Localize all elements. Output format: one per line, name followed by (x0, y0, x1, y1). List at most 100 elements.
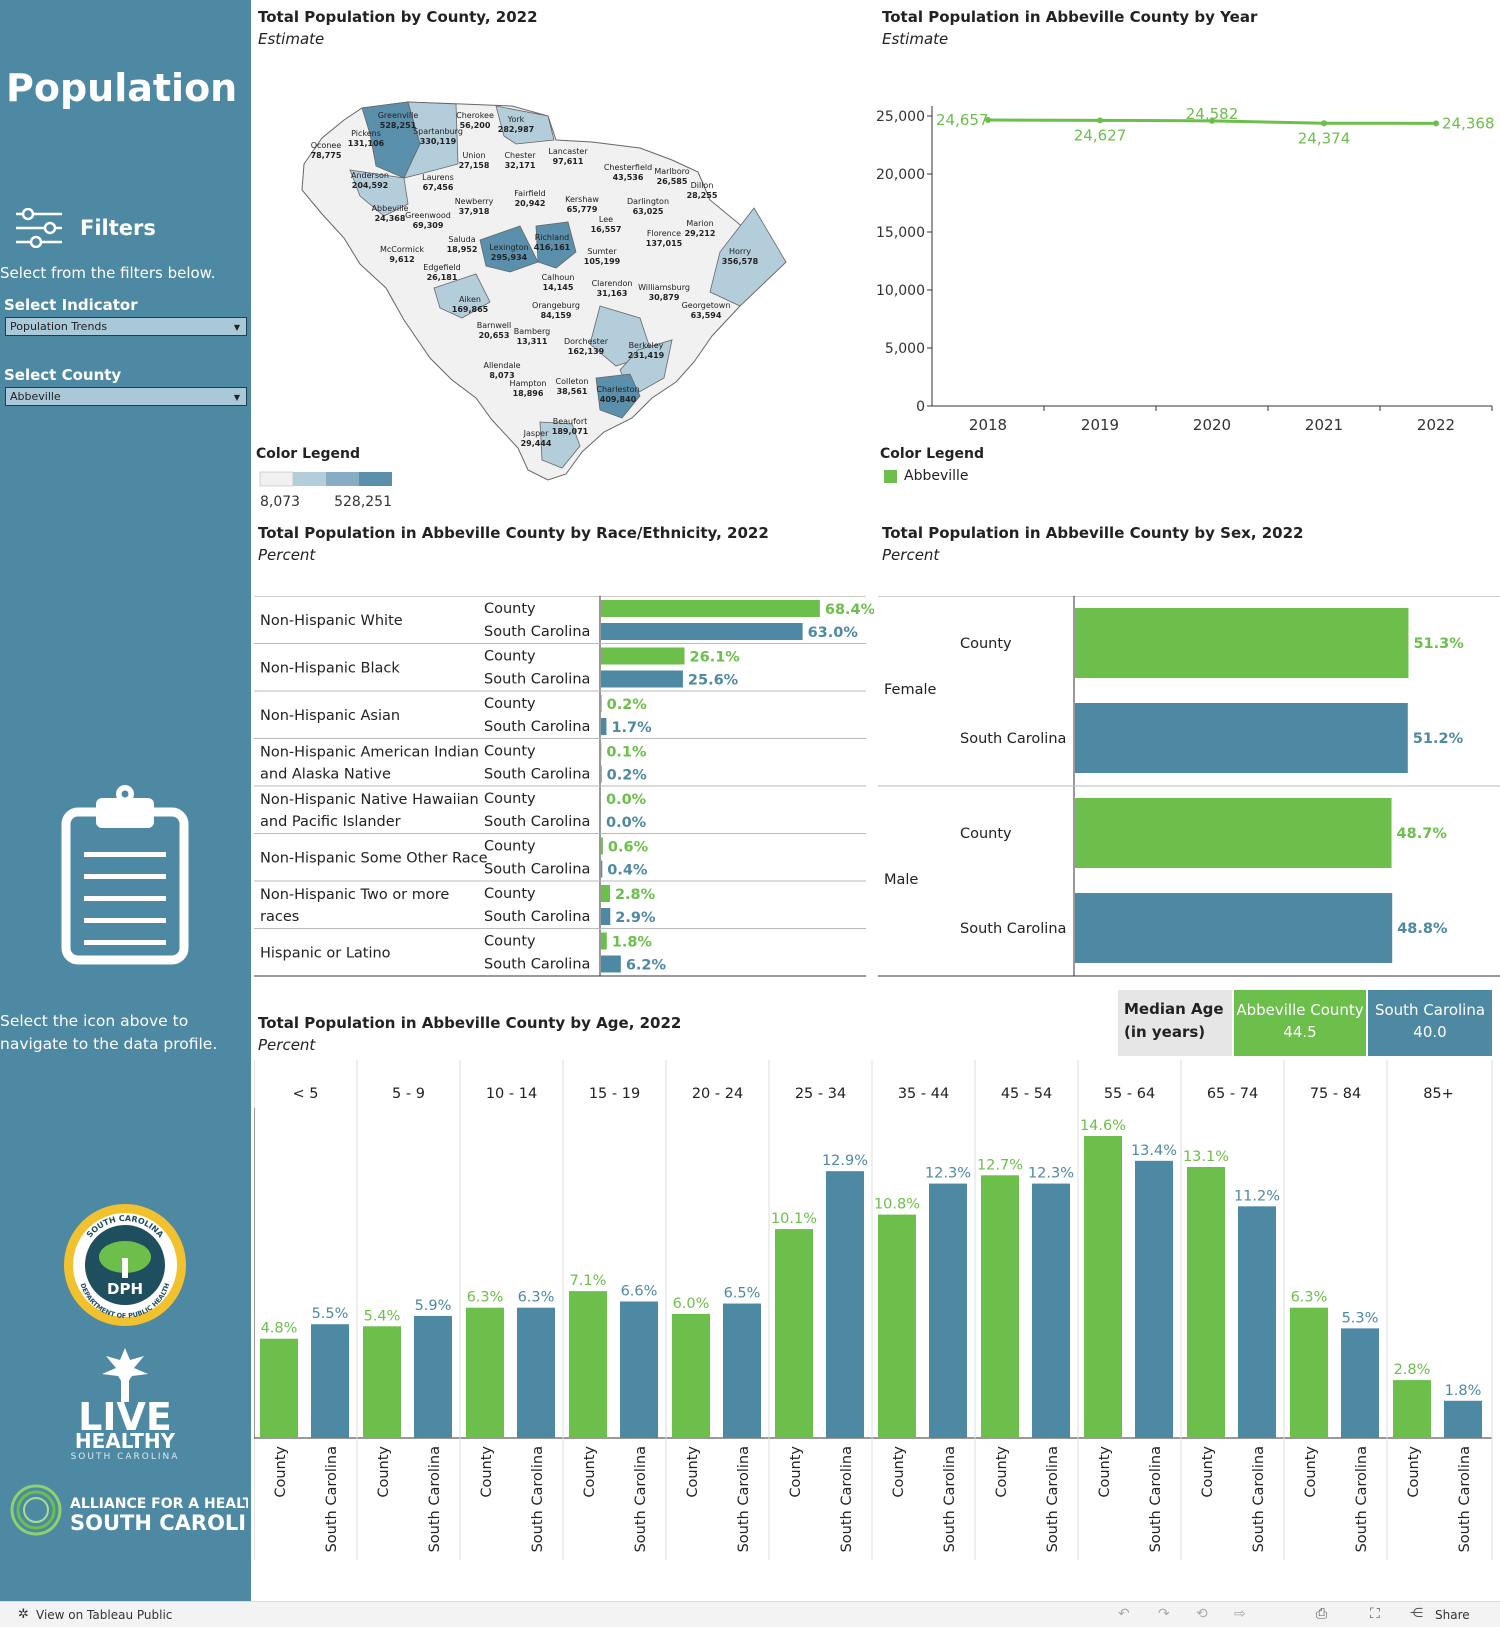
age-group-label: < 5 (293, 1086, 319, 1102)
age-group-label: 55 - 64 (1104, 1086, 1155, 1102)
bar[interactable] (672, 1313, 710, 1438)
bar[interactable] (601, 860, 603, 878)
county-value-label: 63,594 (691, 311, 722, 320)
bar-value-label: 10.8% (874, 1197, 920, 1213)
svg-text:DPH: DPH (107, 1280, 143, 1298)
bar[interactable] (1238, 1206, 1276, 1438)
bar[interactable] (311, 1324, 349, 1438)
series-row-label: County (484, 601, 536, 617)
share-button[interactable]: Share (1435, 1608, 1470, 1622)
bar[interactable] (601, 837, 603, 855)
bar[interactable] (363, 1326, 401, 1438)
bar[interactable] (1290, 1307, 1328, 1438)
undo-icon[interactable]: ↶ (1118, 1606, 1130, 1622)
download-icon[interactable]: ⎙ (1316, 1606, 1328, 1622)
county-name-label: Abbeville (372, 204, 409, 213)
county-name-label: Beaufort (553, 417, 588, 426)
series-axis-label: South Carolina (1457, 1446, 1473, 1552)
bar[interactable] (601, 932, 607, 950)
bar[interactable] (414, 1315, 452, 1438)
bar[interactable] (1075, 798, 1392, 868)
clipboard-icon[interactable] (60, 784, 190, 966)
bar-value-label: 51.2% (1413, 731, 1464, 747)
bar[interactable] (466, 1307, 504, 1438)
county-name-label: Barnwell (477, 321, 512, 330)
bar[interactable] (1084, 1136, 1122, 1438)
county-value-label: 78,775 (311, 151, 342, 160)
bar[interactable] (1341, 1328, 1379, 1438)
bar[interactable] (1075, 893, 1393, 963)
dashboard-title: Population (6, 66, 238, 110)
svg-text:SOUTH CAROLINA: SOUTH CAROLINA (71, 1452, 180, 1460)
pause-icon[interactable]: ⇨ (1234, 1606, 1246, 1622)
bar[interactable] (981, 1175, 1019, 1438)
category-label: Non-Hispanic Asian (260, 708, 400, 724)
bar[interactable] (1075, 608, 1409, 678)
series-axis-label: South Carolina (1354, 1446, 1370, 1552)
series-row-label: South Carolina (484, 862, 590, 878)
bar[interactable] (517, 1307, 555, 1438)
data-label: 24,368 (1442, 114, 1495, 132)
series-axis-label: County (1303, 1446, 1319, 1498)
bar[interactable] (1032, 1183, 1070, 1438)
bar[interactable] (1187, 1167, 1225, 1438)
series-axis-label: South Carolina (324, 1446, 340, 1552)
data-point[interactable] (1209, 117, 1215, 124)
indicator-select[interactable]: Population Trends ▼ (5, 317, 247, 336)
bar-value-label: 0.2% (607, 697, 648, 713)
bar[interactable] (1444, 1400, 1482, 1438)
series-axis-label: South Carolina (427, 1446, 443, 1552)
county-select[interactable]: Abbeville ▼ (5, 387, 247, 406)
series-row-label: South Carolina (484, 767, 590, 783)
county-name-label: Fairfield (514, 189, 546, 198)
bar-value-label: 2.8% (615, 887, 656, 903)
bar[interactable] (620, 1301, 658, 1438)
bar[interactable] (723, 1303, 761, 1438)
county-value-label: 105,199 (584, 257, 621, 266)
bar[interactable] (601, 623, 803, 640)
series-row-label: County (960, 826, 1012, 842)
bar[interactable] (1393, 1380, 1431, 1438)
median-state-value: 40.0 (1413, 1023, 1447, 1041)
county-value-label: 409,840 (600, 395, 637, 404)
data-point[interactable] (1321, 120, 1327, 127)
bar-value-label: 12.7% (977, 1157, 1023, 1173)
county-name-label: Anderson (351, 171, 389, 180)
county-value-label: 14,145 (543, 283, 574, 292)
share-icon[interactable]: ⋲ (1410, 1606, 1423, 1621)
revert-icon[interactable]: ⟲ (1196, 1606, 1208, 1622)
bar[interactable] (878, 1214, 916, 1438)
bar[interactable] (775, 1229, 813, 1438)
bar[interactable] (601, 718, 607, 735)
bar[interactable] (601, 765, 602, 783)
view-on-tableau-link[interactable]: View on Tableau Public (36, 1608, 173, 1622)
x-tick-label: 2018 (969, 416, 1007, 434)
category-label: Non-Hispanic Black (260, 660, 400, 676)
county-name-label: Pickens (351, 129, 381, 138)
bar[interactable] (601, 647, 685, 665)
data-point[interactable] (1097, 117, 1103, 124)
bar[interactable] (1135, 1160, 1173, 1438)
county-value-label: 282,987 (498, 125, 534, 134)
bar[interactable] (601, 955, 621, 973)
bar-value-label: 1.7% (611, 720, 652, 736)
bar[interactable] (601, 600, 820, 617)
series-row-label: County (484, 791, 536, 807)
data-point[interactable] (1433, 120, 1439, 127)
redo-icon[interactable]: ↷ (1158, 1606, 1170, 1622)
bar[interactable] (601, 670, 683, 688)
data-point[interactable] (985, 116, 991, 123)
bar[interactable] (1075, 703, 1408, 773)
bar[interactable] (601, 695, 602, 712)
bar[interactable] (260, 1338, 298, 1438)
bar[interactable] (601, 908, 611, 925)
bar[interactable] (601, 885, 610, 902)
fullscreen-icon[interactable]: ⛶ (1370, 1606, 1380, 1622)
live-healthy-logo: LIVE HEALTHY SOUTH CAROLINA (71, 1348, 180, 1460)
bar[interactable] (929, 1183, 967, 1438)
series-axis-label: County (1200, 1446, 1216, 1498)
bar[interactable] (826, 1171, 864, 1438)
county-name-label: Kershaw (565, 195, 599, 204)
bar[interactable] (569, 1291, 607, 1438)
